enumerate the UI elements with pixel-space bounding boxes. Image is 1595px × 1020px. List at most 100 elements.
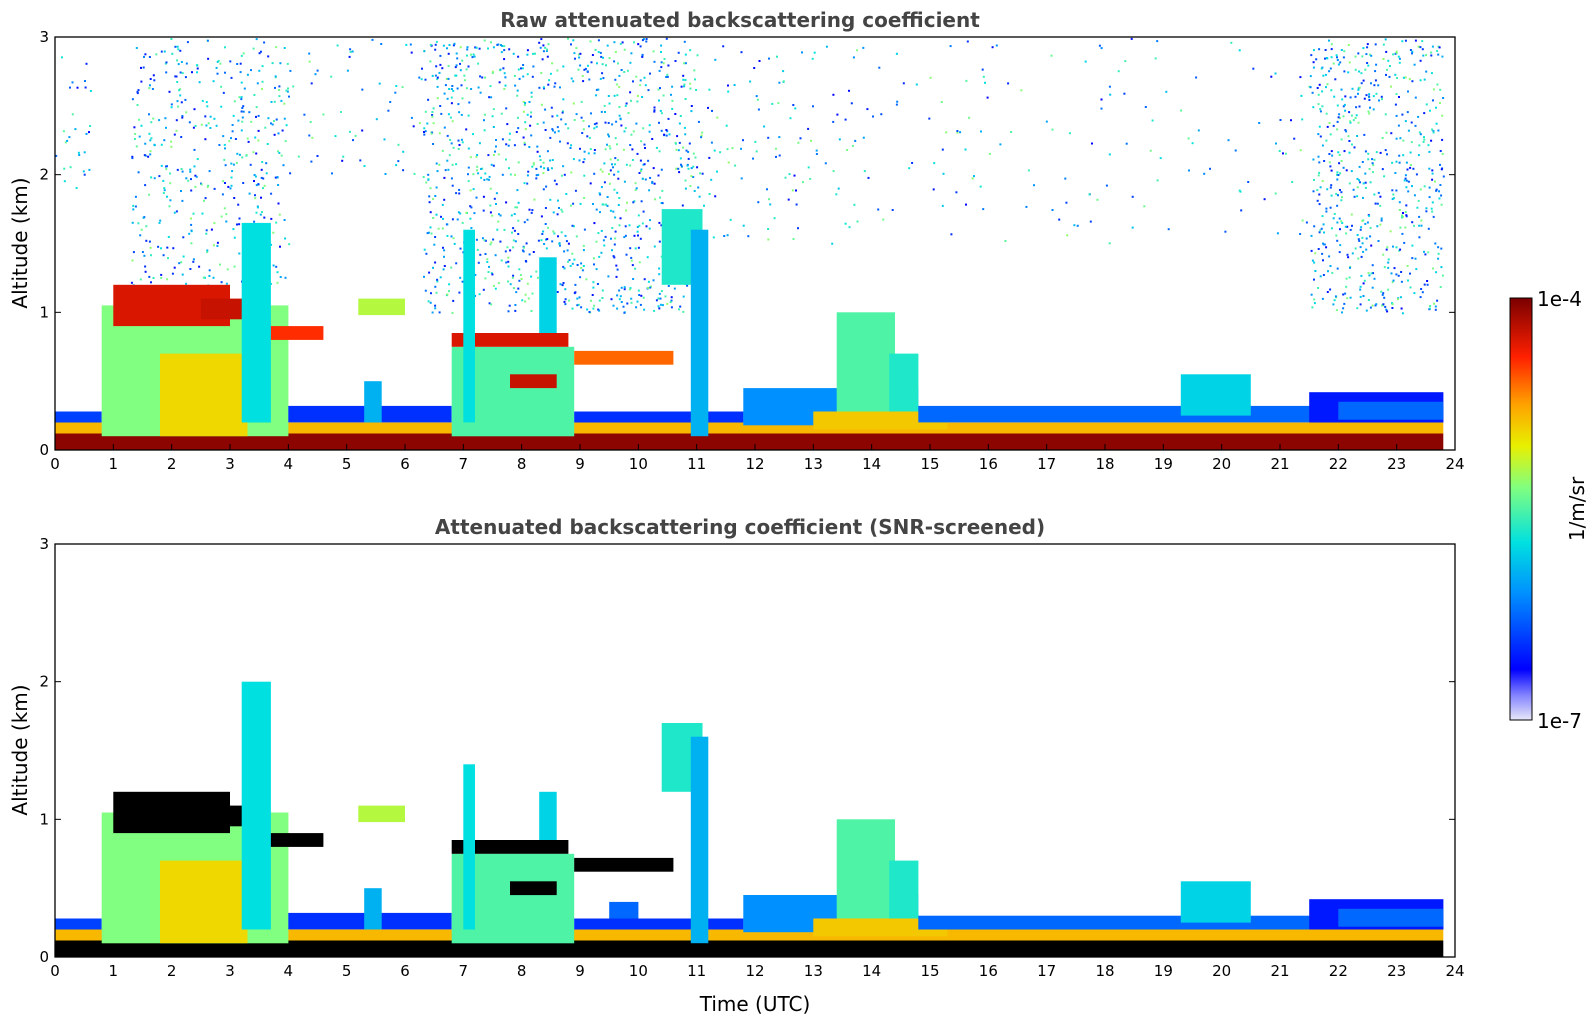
noise-speckle	[273, 100, 276, 103]
noise-speckle	[836, 113, 839, 116]
noise-speckle	[540, 38, 543, 41]
noise-speckle	[636, 152, 639, 155]
noise-speckle	[267, 55, 270, 58]
noise-speckle	[1131, 195, 1134, 198]
noise-speckle	[1399, 296, 1402, 299]
y-tick-label: 3	[39, 535, 49, 553]
noise-speckle	[788, 173, 791, 176]
noise-speckle	[209, 127, 212, 129]
noise-speckle	[683, 85, 686, 88]
noise-speckle	[911, 162, 914, 164]
noise-speckle	[767, 238, 770, 241]
noise-speckle	[1356, 195, 1359, 198]
noise-speckle	[1356, 177, 1359, 180]
noise-speckle	[188, 121, 191, 124]
noise-speckle	[1335, 192, 1338, 195]
noise-speckle	[428, 195, 431, 198]
noise-speckle	[775, 155, 777, 158]
noise-speckle	[1362, 295, 1365, 297]
noise-speckle	[475, 196, 478, 199]
noise-speckle	[1319, 110, 1322, 113]
noise-speckle	[216, 72, 219, 75]
noise-speckle	[701, 172, 704, 175]
noise-speckle	[487, 271, 490, 273]
noise-speckle	[1372, 171, 1374, 174]
noise-speckle	[192, 260, 195, 263]
noise-speckle	[267, 117, 270, 120]
noise-speckle	[76, 86, 79, 89]
noise-speckle	[1324, 49, 1327, 51]
noise-speckle	[439, 276, 442, 279]
noise-speckle	[991, 46, 994, 49]
noise-speckle	[451, 163, 454, 166]
noise-speckle	[260, 196, 262, 199]
noise-speckle	[1007, 82, 1010, 85]
noise-speckle	[230, 137, 232, 140]
noise-speckle	[609, 209, 612, 212]
noise-speckle	[198, 265, 201, 268]
noise-speckle	[432, 143, 434, 145]
noise-speckle	[815, 149, 818, 152]
noise-speckle	[363, 165, 366, 167]
noise-speckle	[1364, 172, 1367, 175]
noise-speckle	[619, 118, 622, 121]
noise-speckle	[1434, 308, 1437, 311]
x-tick-label: 22	[1329, 962, 1348, 980]
noise-speckle	[660, 61, 663, 64]
noise-speckle	[278, 89, 281, 92]
noise-speckle	[314, 73, 317, 76]
noise-speckle	[435, 186, 438, 189]
noise-speckle	[1380, 95, 1383, 98]
noise-speckle	[1398, 249, 1401, 252]
noise-speckle	[1348, 111, 1351, 114]
noise-speckle	[181, 115, 184, 117]
noise-speckle	[451, 85, 454, 87]
noise-speckle	[158, 221, 161, 224]
noise-speckle	[662, 94, 665, 97]
noise-speckle	[1355, 114, 1358, 117]
noise-speckle	[1343, 302, 1346, 305]
noise-speckle	[1319, 108, 1322, 111]
noise-speckle	[1436, 83, 1439, 86]
backscatter-region	[241, 222, 271, 423]
noise-speckle	[1440, 194, 1443, 197]
noise-speckle	[83, 151, 86, 154]
noise-speckle	[1398, 96, 1400, 98]
noise-speckle	[644, 178, 647, 181]
noise-speckle	[1425, 103, 1428, 106]
noise-speckle	[620, 286, 623, 289]
noise-speckle	[1348, 140, 1351, 142]
noise-speckle	[616, 294, 619, 297]
backscatter-region	[510, 374, 557, 389]
noise-speckle	[1335, 234, 1338, 237]
noise-speckle	[612, 210, 615, 213]
noise-speckle	[164, 117, 167, 120]
x-tick-label: 11	[687, 455, 706, 473]
noise-speckle	[716, 116, 719, 119]
noise-speckle	[509, 173, 512, 176]
noise-speckle	[659, 303, 662, 306]
noise-speckle	[163, 187, 166, 190]
noise-speckle	[1370, 54, 1373, 57]
noise-speckle	[401, 86, 404, 89]
noise-speckle	[844, 118, 847, 121]
noise-speckle	[193, 165, 196, 168]
noise-speckle	[253, 94, 256, 96]
backscatter-region	[574, 918, 744, 930]
x-tick-label: 16	[979, 455, 998, 473]
noise-speckle	[1363, 133, 1366, 136]
noise-speckle	[212, 244, 215, 247]
noise-speckle	[670, 93, 672, 96]
chart-title-raw: Raw attenuated backscattering coefficien…	[500, 8, 980, 32]
noise-speckle	[455, 74, 458, 77]
noise-speckle	[507, 256, 510, 259]
noise-speckle	[778, 136, 781, 139]
noise-speckle	[330, 75, 333, 78]
noise-speckle	[160, 143, 163, 146]
noise-speckle	[540, 239, 543, 242]
noise-speckle	[231, 130, 234, 133]
noise-speckle	[608, 182, 611, 185]
noise-speckle	[665, 76, 668, 78]
noise-speckle	[1131, 226, 1134, 229]
noise-speckle	[354, 134, 357, 137]
